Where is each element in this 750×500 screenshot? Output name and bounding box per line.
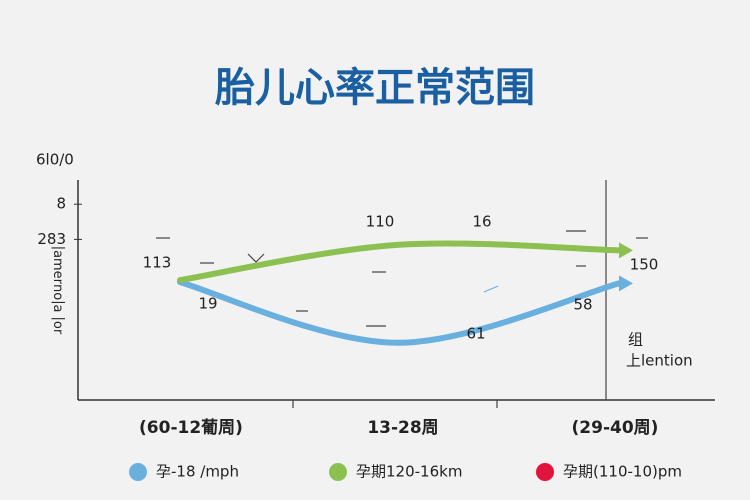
legend-swatch: [129, 463, 147, 481]
annotation: 113: [143, 254, 172, 272]
x-tick-label: (60-12葡周): [139, 418, 243, 438]
annotation: 组: [628, 331, 643, 349]
series-line: [177, 240, 622, 284]
annotation: 58: [573, 296, 592, 314]
annotation: 16: [472, 213, 491, 231]
y-tick-label: 283: [37, 230, 66, 248]
x-tick-label: 13-28周: [367, 418, 438, 438]
series-line: [177, 279, 622, 346]
x-tick-label: (29-40周): [572, 418, 659, 438]
y-tick-label: 8: [56, 195, 66, 213]
annotation: 上lention: [626, 352, 693, 370]
decor: [156, 180, 648, 408]
legend-label: 孕期120-16km: [356, 463, 462, 481]
annotation: 150: [630, 256, 659, 274]
legend-label: 孕-18 /mph: [156, 463, 239, 481]
y-axis-label: ɹo| ɐ|ouɹǝɯɐ|: [51, 246, 66, 334]
y-corner-label: 6l0/0: [36, 151, 74, 169]
arrow-head: [619, 242, 633, 259]
legend-swatch: [329, 463, 347, 481]
annotation: 110: [366, 213, 395, 231]
legend-label: 孕期(110-10)pm: [563, 463, 682, 481]
arrow-head: [619, 275, 633, 292]
annotation: 61: [466, 325, 485, 343]
chart-title: 胎儿心率正常范围: [215, 65, 535, 111]
annotation: 19: [198, 295, 217, 313]
legend-swatch: [536, 463, 554, 481]
